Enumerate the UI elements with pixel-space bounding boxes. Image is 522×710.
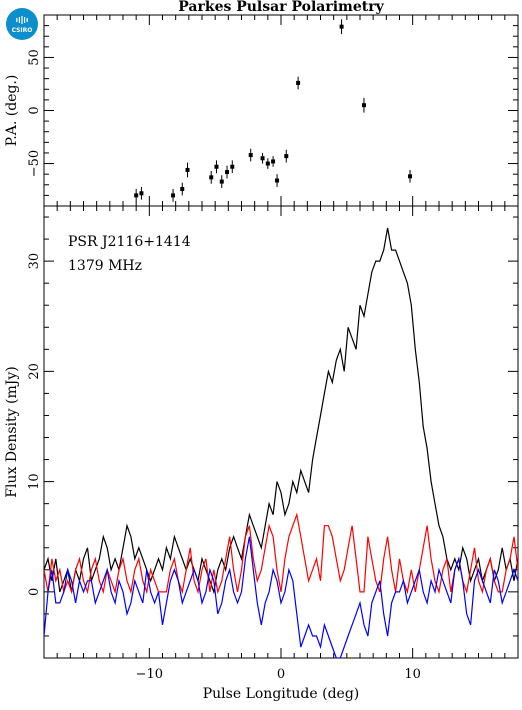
flux-y-axis-title: Flux Density (mJy) [4, 366, 20, 497]
pa-data-point [219, 175, 224, 188]
pa-marker [275, 178, 280, 183]
pa-data-point [214, 160, 219, 174]
pa-marker [339, 24, 344, 29]
pa-marker [248, 153, 253, 158]
pa-data-point [271, 156, 276, 167]
flux-annotation: 1379 MHz [68, 258, 142, 274]
flux-x-tick-label: 0 [277, 667, 285, 682]
pa-marker [180, 187, 185, 192]
pa-marker [265, 161, 270, 166]
pa-y-tick-label: 0 [27, 106, 42, 114]
pa-marker [230, 164, 235, 169]
pa-data-point [296, 76, 301, 90]
pa-data-point [230, 160, 235, 174]
pa-y-tick-label: −50 [27, 150, 42, 177]
pa-marker [209, 175, 214, 180]
flux-y-tick-label: 30 [27, 253, 42, 270]
pa-y-tick-label: 50 [27, 49, 42, 66]
pa-marker [139, 191, 144, 196]
csiro-logo-bar [24, 17, 26, 23]
pa-marker [185, 167, 190, 172]
pa-data-point [408, 169, 413, 183]
pa-marker [214, 164, 219, 169]
csiro-logo-bar [21, 16, 23, 24]
pa-data-point [185, 162, 190, 178]
flux-x-tick-label: 10 [404, 667, 421, 682]
flux-x-axis-title: Pulse Longitude (deg) [203, 686, 360, 702]
flux-y-tick-label: 0 [27, 588, 42, 596]
pa-marker [361, 103, 366, 108]
pa-marker [260, 156, 265, 161]
pa-data-point [225, 165, 230, 179]
pa-marker [171, 193, 176, 198]
flux-y-tick-label: 10 [27, 473, 42, 490]
pa-marker [219, 179, 224, 184]
pa-marker [284, 154, 289, 159]
pa-data-point [248, 148, 253, 162]
pa-marker [225, 170, 230, 175]
pa-y-axis-title: P.A. (deg.) [4, 75, 20, 147]
flux-panel: −10 0 10 0 10 20 30 Flux Density (mJy) Pulse Lon… [4, 205, 519, 702]
flux-circular-pol-line [44, 536, 518, 658]
flux-x-tick-label: −10 [136, 667, 163, 682]
csiro-logo-text: CSIRO [12, 27, 33, 34]
pa-data-point [284, 149, 289, 163]
pa-data-point [361, 97, 366, 113]
pa-data-point [339, 19, 344, 35]
pa-data-point [265, 158, 270, 169]
csiro-logo-bar [16, 18, 18, 22]
chart-title: Parkes Pulsar Polarimetry [178, 0, 384, 15]
flux-annotation: PSR J2116+1414 [68, 234, 191, 250]
pa-marker [408, 174, 413, 179]
csiro-logo-bar [18, 17, 20, 23]
pa-data-point [139, 186, 144, 200]
pa-marker [271, 159, 276, 164]
pa-data-point [260, 152, 265, 164]
pa-data-point [209, 170, 214, 184]
pa-data-point [171, 189, 176, 202]
pa-marker [296, 80, 301, 85]
pa-marker [134, 193, 139, 198]
pa-frame [43, 14, 519, 207]
flux-linear-pol-line [44, 512, 518, 595]
pa-data-point [180, 182, 185, 196]
flux-total-intensity-line [44, 227, 518, 595]
csiro-logo: CSIRO [6, 8, 38, 40]
pa-panel: −50 0 50 P.A. (deg.) [4, 14, 519, 207]
pa-data-point [275, 174, 280, 187]
csiro-logo-bar [26, 18, 28, 22]
pa-data-point [134, 189, 139, 202]
flux-y-tick-label: 20 [27, 363, 42, 380]
